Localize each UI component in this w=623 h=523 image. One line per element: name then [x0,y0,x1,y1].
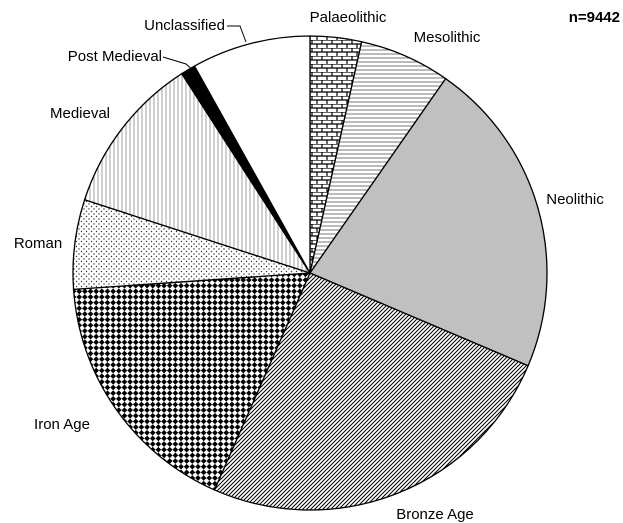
pie-slice [309,77,548,367]
pie-slice [213,272,529,511]
pie-slice [83,72,312,275]
pie-slice [193,35,311,276]
slice-label: Mesolithic [414,29,481,46]
slice-label: Palaeolithic [310,9,387,26]
leader-line [227,25,247,43]
slice-label: Iron Age [34,416,90,433]
pie-slice [72,272,312,491]
slice-label: Post Medieval [68,48,162,65]
slice-label: Roman [14,235,62,252]
slice-label: Neolithic [546,191,604,208]
slice-label: Bronze Age [396,506,474,523]
sample-size: n=9442 [569,9,620,26]
slice-label: Unclassified [144,17,225,34]
leader-line [162,56,195,72]
slice-label: Medieval [50,105,110,122]
